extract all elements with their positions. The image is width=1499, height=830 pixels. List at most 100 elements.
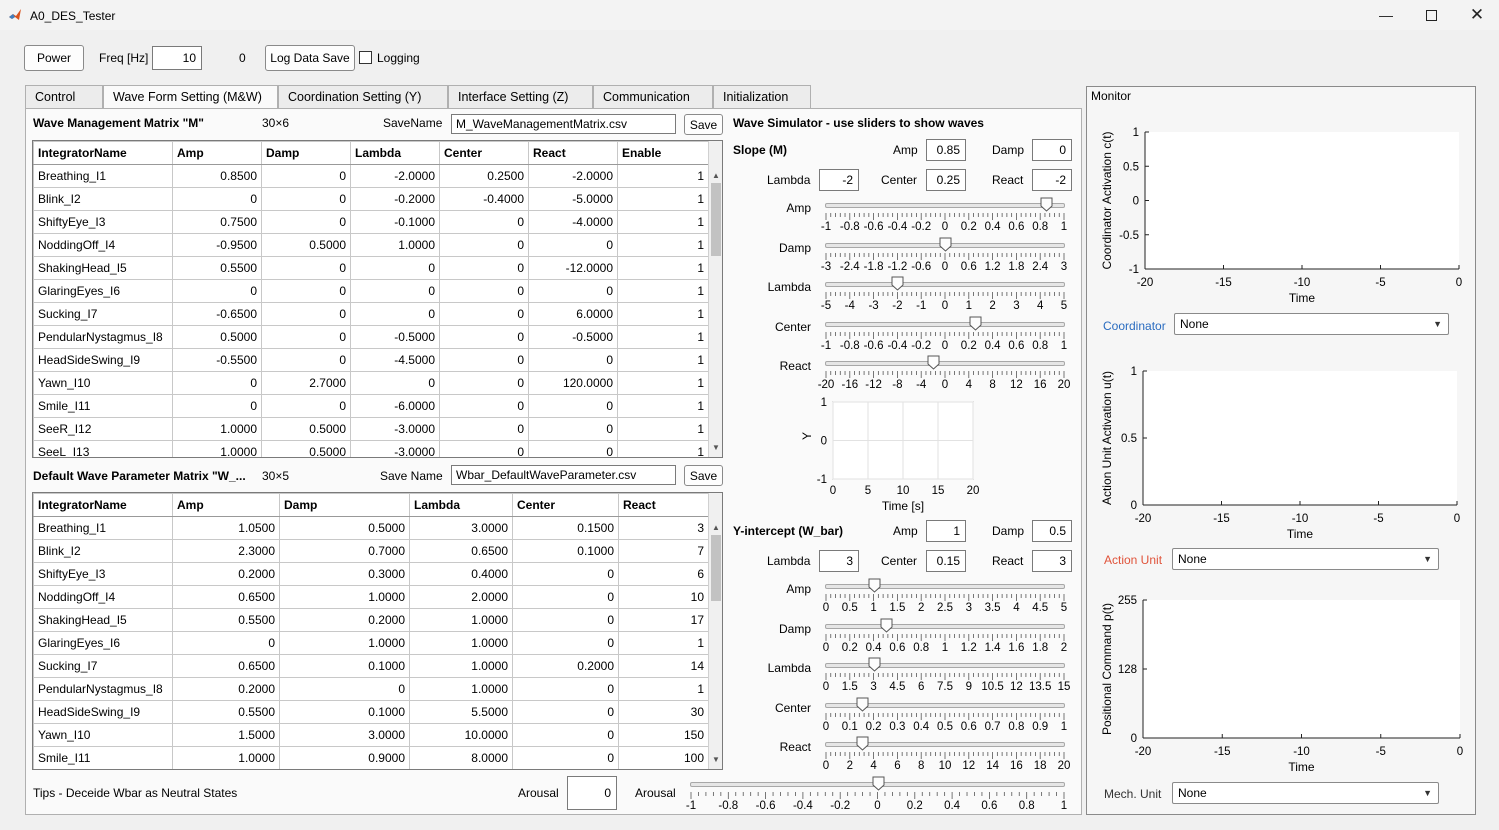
table-cell[interactable]: 0 — [528, 348, 618, 372]
table-cell[interactable]: 0 — [528, 394, 618, 418]
tab-2[interactable]: Coordination Setting (Y) — [278, 85, 448, 109]
table-cell[interactable]: 1 — [617, 164, 709, 188]
table-cell[interactable]: 0 — [172, 371, 262, 395]
column-header[interactable]: React — [528, 141, 618, 165]
table-cell[interactable]: PendularNystagmus_I8 — [33, 325, 173, 349]
arousal-slider[interactable]: -1 -0.8 -0.6 -0.4 -0.2 0 0.2 0.4 0.6 0.8 1 — [686, 776, 1067, 818]
column-header[interactable]: Center — [512, 493, 619, 517]
intercept-slider-amp[interactable]: 0 0.5 1 1.5 2 2.5 3 3.5 4 4.5 5 — [823, 578, 1067, 620]
table-cell[interactable]: 0 — [261, 302, 351, 326]
slider-track[interactable] — [825, 702, 1065, 708]
slider-thumb[interactable] — [891, 276, 904, 291]
table-cell[interactable]: -12.0000 — [528, 256, 618, 280]
column-header[interactable]: Center — [439, 141, 529, 165]
table-cell[interactable]: 1 — [617, 440, 709, 457]
intercept-lambda-input[interactable]: 3 — [819, 550, 859, 572]
table-cell[interactable]: -0.9500 — [172, 233, 262, 257]
table-cell[interactable]: NoddingOff_I4 — [33, 585, 173, 609]
table-cell[interactable]: 0 — [439, 394, 529, 418]
slope-lambda-input[interactable]: -2 — [819, 169, 859, 191]
table-cell[interactable]: 0.1000 — [279, 700, 410, 724]
table-cell[interactable]: 0 — [512, 631, 619, 655]
table-cell[interactable]: SeeL_I13 — [33, 440, 173, 457]
table-cell[interactable]: Yawn_I10 — [33, 723, 173, 747]
table-cell[interactable]: 1 — [618, 677, 709, 701]
table-cell[interactable]: 0 — [261, 325, 351, 349]
table-cell[interactable]: 0 — [528, 233, 618, 257]
slider-thumb[interactable] — [1040, 197, 1053, 212]
slope-slider-amp[interactable]: -1 -0.8 -0.6 -0.4 -0.2 0 0.2 0.4 0.6 0.8 1 — [821, 197, 1067, 239]
table-cell[interactable]: SeeR_I12 — [33, 417, 173, 441]
table-cell[interactable]: 150 — [618, 723, 709, 747]
table-cell[interactable]: 0.2000 — [172, 677, 280, 701]
table-cell[interactable]: Sucking_I7 — [33, 654, 173, 678]
matrix-w-save-button[interactable]: Save — [684, 465, 723, 486]
table-cell[interactable]: 0.8500 — [172, 164, 262, 188]
table-cell[interactable]: 0 — [261, 348, 351, 372]
table-cell[interactable]: ShakingHead_I5 — [33, 256, 173, 280]
table-cell[interactable]: 1.0500 — [172, 516, 280, 540]
table-cell[interactable]: HeadSideSwing_I9 — [33, 348, 173, 372]
table-cell[interactable]: 0.9000 — [279, 746, 410, 769]
scroll-down-icon[interactable]: ▼ — [712, 755, 720, 764]
table-cell[interactable]: Blink_I2 — [33, 539, 173, 563]
scroll-up-icon[interactable]: ▲ — [712, 523, 720, 532]
slope-slider-center[interactable]: -1 -0.8 -0.6 -0.4 -0.2 0 0.2 0.4 0.6 0.8 1 — [821, 316, 1067, 358]
slope-react-input[interactable]: -2 — [1032, 169, 1072, 191]
table-cell[interactable]: 1.0000 — [279, 585, 410, 609]
table-cell[interactable]: 0 — [279, 677, 410, 701]
slider-track[interactable] — [825, 282, 1065, 287]
logging-checkbox[interactable] — [359, 51, 372, 64]
table-cell[interactable]: -0.5500 — [172, 348, 262, 372]
column-header[interactable]: Lambda — [350, 141, 440, 165]
slider-thumb[interactable] — [856, 736, 869, 751]
slider-track[interactable] — [825, 584, 1065, 589]
table-cell[interactable]: 0 — [261, 394, 351, 418]
table-cell[interactable]: ShakingHead_I5 — [33, 608, 173, 632]
table-cell[interactable]: 0.1000 — [279, 654, 410, 678]
table-cell[interactable]: 7 — [618, 539, 709, 563]
table-cell[interactable]: 0.7000 — [279, 539, 410, 563]
table-cell[interactable]: -0.5000 — [528, 325, 618, 349]
table-cell[interactable]: 1.0000 — [409, 631, 513, 655]
table-cell[interactable]: 0.5500 — [172, 700, 280, 724]
column-header[interactable]: Amp — [172, 141, 262, 165]
scroll-up-icon[interactable]: ▲ — [712, 171, 720, 180]
table-cell[interactable]: 1 — [618, 631, 709, 655]
intercept-slider-lambda[interactable]: 0 1.5 3 4.5 6 7.5 9 10.5 12 13.5 15 — [823, 657, 1070, 699]
table-cell[interactable]: Smile_I11 — [33, 746, 173, 769]
maximize-button[interactable] — [1408, 0, 1454, 30]
matrix-m-scrollbar[interactable]: ▲ ▼ — [708, 141, 722, 457]
table-cell[interactable]: 0 — [261, 187, 351, 211]
table-cell[interactable]: 1 — [617, 210, 709, 234]
table-cell[interactable]: 0 — [512, 608, 619, 632]
matrix-m-scroll-thumb[interactable] — [711, 183, 721, 256]
table-cell[interactable]: 30 — [618, 700, 709, 724]
table-cell[interactable]: 1 — [617, 325, 709, 349]
slope-damp-input[interactable]: 0 — [1032, 139, 1072, 161]
table-cell[interactable]: 0 — [528, 440, 618, 457]
table-cell[interactable]: 1.0000 — [409, 654, 513, 678]
column-header[interactable]: Amp — [172, 493, 280, 517]
table-cell[interactable]: 1 — [617, 187, 709, 211]
intercept-center-input[interactable]: 0.15 — [926, 550, 966, 572]
table-cell[interactable]: HeadSideSwing_I9 — [33, 700, 173, 724]
table-cell[interactable]: 2.7000 — [261, 371, 351, 395]
table-cell[interactable]: 0 — [350, 279, 440, 303]
scroll-down-icon[interactable]: ▼ — [712, 443, 720, 452]
intercept-slider-react[interactable]: 0 2 4 6 8 10 12 14 16 18 20 — [823, 736, 1070, 778]
slider-track[interactable] — [825, 361, 1065, 366]
tab-5[interactable]: Initialization — [713, 85, 811, 109]
table-cell[interactable]: 0 — [172, 394, 262, 418]
slope-slider-react[interactable]: -20 -16 -12 -8 -4 0 4 8 12 16 20 — [818, 355, 1070, 397]
table-cell[interactable]: 0 — [439, 417, 529, 441]
column-header[interactable]: IntegratorName — [33, 493, 173, 517]
table-cell[interactable]: 1.0000 — [172, 417, 262, 441]
table-cell[interactable]: 0 — [439, 302, 529, 326]
table-cell[interactable]: 0 — [439, 440, 529, 457]
tab-4[interactable]: Communication — [593, 85, 713, 109]
table-cell[interactable]: 5.5000 — [409, 700, 513, 724]
column-header[interactable]: Damp — [279, 493, 410, 517]
table-cell[interactable]: 120.0000 — [528, 371, 618, 395]
tab-3[interactable]: Interface Setting (Z) — [448, 85, 593, 109]
